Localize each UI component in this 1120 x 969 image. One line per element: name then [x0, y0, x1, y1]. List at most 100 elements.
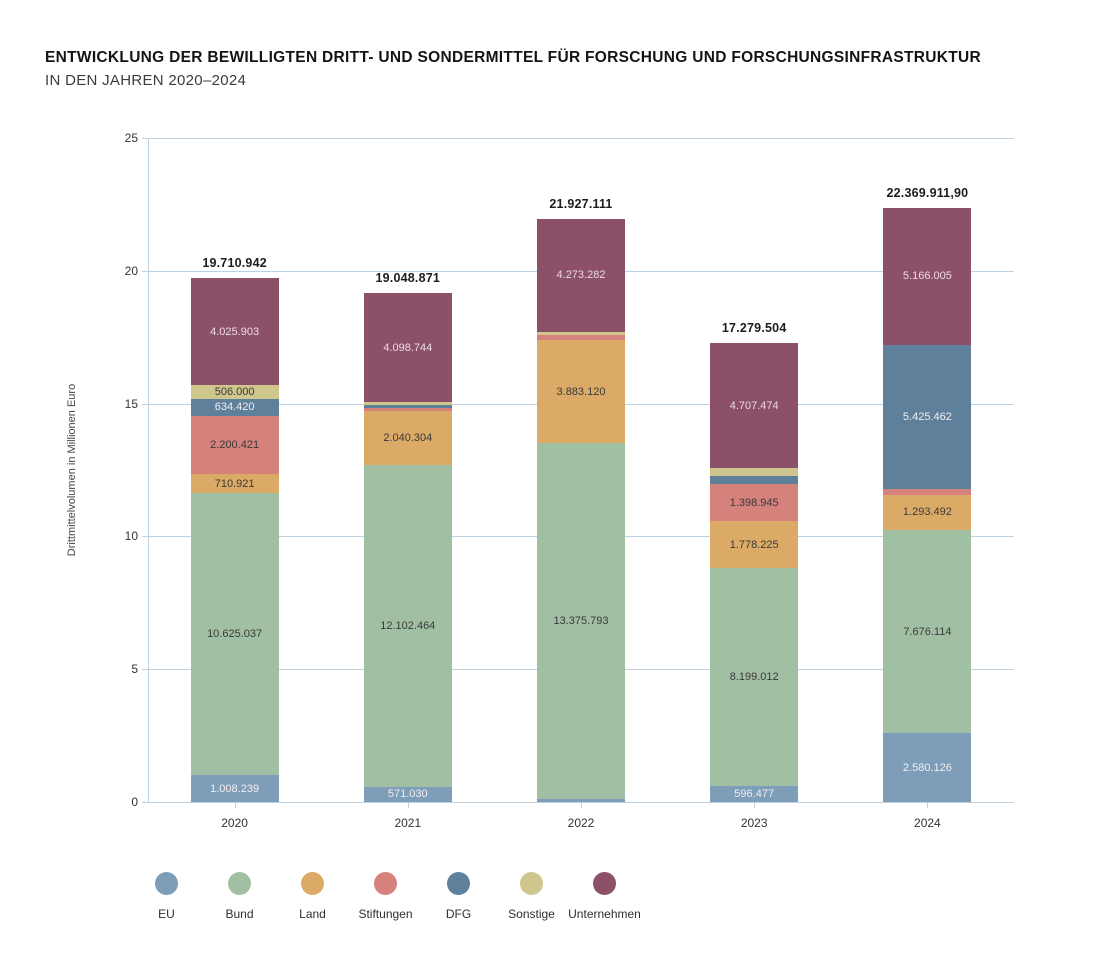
bar-total-label: 19.710.942: [202, 256, 267, 271]
bar-segment-unternehmen-2024: 5.166.005: [883, 207, 972, 346]
segment-value-label: 634.420: [214, 401, 255, 414]
y-tick-mark: [142, 802, 148, 803]
bar-column-2020: 1.008.239 10.625.037 710.921 2.200.421 634.4…: [148, 138, 321, 802]
segment-value-label: 4.098.744: [383, 341, 433, 354]
legend-label: Unternehmen: [568, 907, 641, 921]
bar-segment-bund-2020: 10.625.037: [190, 493, 279, 776]
segment-value-label: 1.008.239: [210, 782, 260, 795]
stacked-bar-2021: 571.030 12.102.464 2.040.304 4.098.744 19.04…: [363, 271, 452, 802]
y-axis-title: Drittmittelvolumen in Millionen Euro: [66, 383, 78, 557]
chart-header: ENTWICKLUNG DER BEWILLIGTEN DRITT- UND S…: [45, 48, 1085, 89]
segment-value-label: 1.778.225: [729, 538, 779, 551]
x-axis-label-2023: 2023: [740, 816, 768, 830]
x-tick-mark: [407, 802, 409, 808]
segment-value-label: 571.030: [387, 788, 428, 801]
bar-segment-unternehmen-2022: 4.273.282: [536, 218, 625, 333]
bar-column-2021: 571.030 12.102.464 2.040.304 4.098.744 19.04…: [321, 138, 494, 802]
legend-swatch-icon: [593, 872, 616, 895]
segment-value-label: 2.200.421: [210, 438, 260, 451]
y-tick-label: 25: [124, 131, 138, 145]
segment-value-label: 1.398.945: [729, 496, 779, 509]
bar-segment-sonstige-2021: [363, 402, 452, 406]
bar-segment-land-2021: 2.040.304: [363, 411, 452, 466]
bar-segment-stiftungen-2024: [883, 489, 972, 496]
bar-column-2022: 13.375.793 3.883.120 4.273.282 21.927.111: [494, 138, 667, 802]
x-tick-mark: [234, 802, 236, 808]
y-tick-mark: [142, 403, 148, 405]
bar-total-label: 21.927.111: [549, 196, 613, 211]
y-tick-label: 5: [131, 662, 138, 677]
legend-swatch-icon: [520, 872, 543, 895]
segment-value-label: 13.375.793: [553, 614, 609, 627]
bar-segment-land-2024: 1.293.492: [883, 495, 972, 530]
stacked-bar-2020: 1.008.239 10.625.037 710.921 2.200.421 634.4…: [190, 256, 279, 802]
legend-label: Sonstige: [508, 907, 555, 921]
legend-label: DFG: [445, 907, 472, 921]
segment-value-label: 7.676.114: [903, 625, 952, 638]
bar-segment-stiftungen-2020: 2.200.421: [190, 415, 279, 475]
legend-item-sonstige: Sonstige: [495, 872, 568, 921]
segment-value-label: 596.477: [734, 788, 775, 801]
legend-label: Land: [299, 907, 326, 921]
segment-value-label: 506.000: [214, 386, 255, 399]
bar-segment-eu-2021: 571.030: [363, 786, 452, 802]
legend-swatch-icon: [301, 872, 324, 895]
y-tick-label: 15: [124, 396, 138, 411]
segment-value-label: 3.883.120: [556, 385, 606, 398]
legend-item-eu: EU: [130, 872, 203, 921]
y-tick-mark: [142, 669, 148, 671]
legend-swatch-icon: [374, 872, 397, 895]
bar-segment-dfg-2020: 634.420: [190, 398, 279, 416]
bar-segment-eu-2023: 596.477: [710, 786, 799, 802]
legend-label: Stiftungen: [358, 907, 413, 921]
bar-segment-unternehmen-2021: 4.098.744: [363, 293, 452, 403]
bar-segment-stiftungen-2023: 1.398.945: [710, 484, 799, 522]
bar-column-2023: 596.477 8.199.012 1.778.225 1.398.945 4.707.…: [668, 138, 841, 802]
bar-segment-unternehmen-2023: 4.707.474: [710, 343, 799, 469]
plot-area: 0 5 10 15 20 25 1.008.239 10.625.037 710.921 2.20…: [125, 131, 1014, 830]
legend-swatch-icon: [155, 872, 178, 895]
bar-segment-bund-2022: 13.375.793: [536, 443, 625, 799]
legend-item-bund: Bund: [203, 872, 276, 921]
segment-value-label: 710.921: [214, 477, 255, 490]
bar-segment-dfg-2024: 5.425.462: [883, 345, 972, 490]
x-axis-label-2024: 2024: [914, 816, 941, 830]
segment-value-label: 2.040.304: [383, 432, 433, 445]
bar-segment-eu-2024: 2.580.126: [883, 733, 972, 802]
x-axis-label-2020: 2020: [221, 816, 248, 830]
bar-segment-eu-2020: 1.008.239: [190, 775, 279, 802]
bar-total-label: 17.279.504: [721, 321, 787, 336]
bar-segment-bund-2024: 7.676.114: [883, 529, 972, 734]
y-tick-mark: [142, 138, 148, 139]
segment-value-label: 12.102.464: [380, 620, 436, 633]
segment-value-label: 4.273.282: [556, 269, 606, 282]
y-tick-label: 20: [124, 263, 138, 278]
segment-value-label: 10.625.037: [207, 628, 263, 641]
bar-segment-dfg-2021: [363, 405, 452, 409]
y-tick-label: 10: [124, 529, 138, 544]
bar-column-2024: 2.580.126 7.676.114 1.293.492 5.425.462 5.16…: [841, 138, 1014, 802]
bar-segment-land-2023: 1.778.225: [710, 521, 799, 569]
legend-label: Bund: [225, 907, 254, 921]
gridline: [148, 138, 1014, 139]
segment-value-label: 5.425.462: [902, 411, 952, 424]
legend-label: EU: [158, 907, 175, 921]
stacked-bar-2024: 2.580.126 7.676.114 1.293.492 5.425.462 5.16…: [883, 186, 972, 802]
bar-total-label: 19.048.871: [375, 271, 441, 286]
x-tick-mark: [581, 802, 582, 808]
x-axis-label-2022: 2022: [567, 816, 595, 830]
segment-value-label: 5.166.005: [902, 270, 952, 283]
bar-segment-land-2020: 710.921: [190, 474, 279, 494]
y-tick-mark: [142, 270, 148, 272]
bar-segment-stiftungen-2021: [363, 408, 452, 412]
legend: EU Bund Land Stiftungen DFG Sonstige Unternehm…: [130, 872, 641, 921]
chart-subtitle: IN DEN JAHREN 2020–2024: [45, 71, 247, 89]
bar-segment-dfg-2023: [710, 476, 799, 485]
chart-title: ENTWICKLUNG DER BEWILLIGTEN DRITT- UND S…: [45, 49, 982, 66]
bar-segment-bund-2021: 12.102.464: [363, 465, 452, 787]
y-axis-line: [148, 138, 149, 802]
x-tick-mark: [754, 802, 756, 808]
bar-segment-sonstige-2023: [710, 468, 799, 477]
segment-value-label: 4.025.903: [210, 325, 260, 338]
segment-value-label: 1.293.492: [902, 506, 952, 519]
